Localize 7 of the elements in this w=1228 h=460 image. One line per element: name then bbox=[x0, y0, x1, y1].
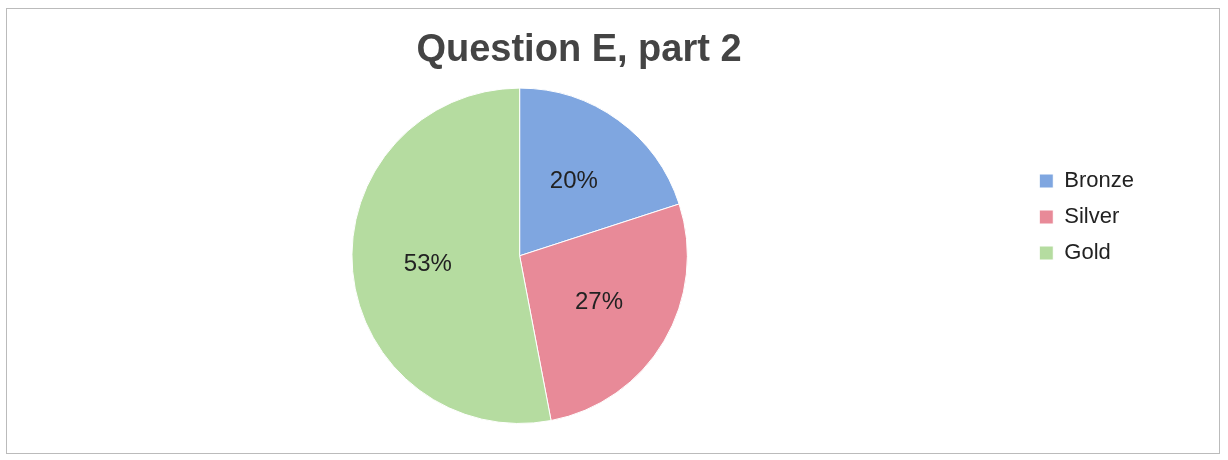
legend-label: Bronze bbox=[1064, 167, 1135, 193]
legend-label: Gold bbox=[1064, 239, 1111, 265]
data-label: 20% bbox=[549, 165, 598, 193]
data-label: 53% bbox=[403, 249, 452, 277]
legend-label: Silver bbox=[1064, 203, 1120, 229]
data-label: 27% bbox=[575, 287, 624, 315]
chart-title: Question E, part 2 bbox=[416, 27, 742, 70]
